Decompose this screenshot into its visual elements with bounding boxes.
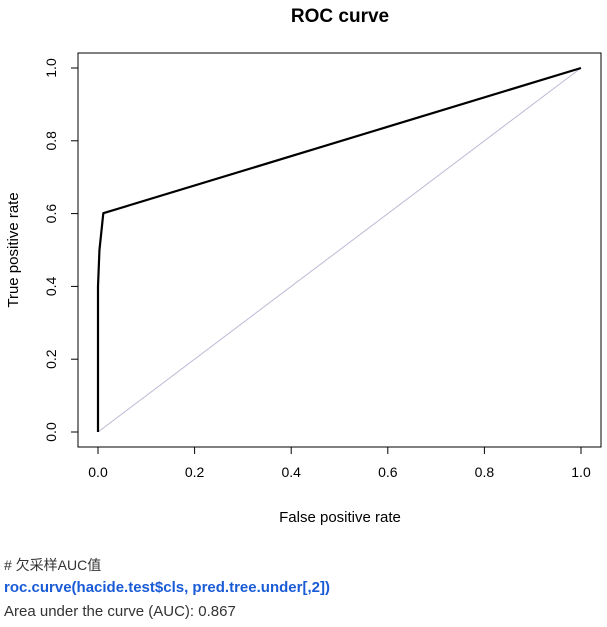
- x-axis-label: False positive rate: [279, 509, 401, 526]
- x-tick-label: 0.4: [281, 464, 301, 480]
- roc-series-line: [96, 66, 582, 432]
- y-tick-label: 1.0: [43, 58, 59, 78]
- y-tick-label: 0.8: [43, 131, 59, 151]
- x-tick-label: 1.0: [571, 464, 591, 480]
- caption-block: # 欠采样AUC值 roc.curve(hacide.test$cls, pre…: [4, 554, 604, 624]
- x-tick-label: 0.2: [185, 464, 205, 480]
- x-tick-label: 0.0: [88, 464, 108, 480]
- auc-output: Area under the curve (AUC): 0.867: [4, 603, 236, 620]
- y-axis: 0.0 0.2 0.4 0.6 0.8 1.0: [43, 58, 79, 442]
- roc-chart: ROC curve 0.0 0.2 0.4 0.6 0.8 1.0 0.00.20.40.…: [5, 6, 602, 526]
- y-axis-label: True positive rate: [5, 192, 22, 307]
- code-comment: # 欠采样AUC值: [4, 557, 102, 573]
- y-tick-label: 0.6: [43, 204, 59, 224]
- x-tick-label: 0.6: [378, 464, 398, 480]
- code-call: roc.curve(hacide.test$cls, pred.tree.und…: [4, 579, 330, 596]
- y-tick-label: 0.0: [43, 422, 59, 442]
- y-tick-label: 0.4: [43, 276, 59, 296]
- y-tick-label: 0.2: [43, 349, 59, 369]
- x-axis: 0.0 0.2 0.4 0.6 0.8 1.0: [88, 446, 591, 480]
- x-tick-label: 0.8: [475, 464, 495, 480]
- chart-title: ROC curve: [291, 6, 389, 27]
- diagonal-reference-line: [97, 67, 582, 433]
